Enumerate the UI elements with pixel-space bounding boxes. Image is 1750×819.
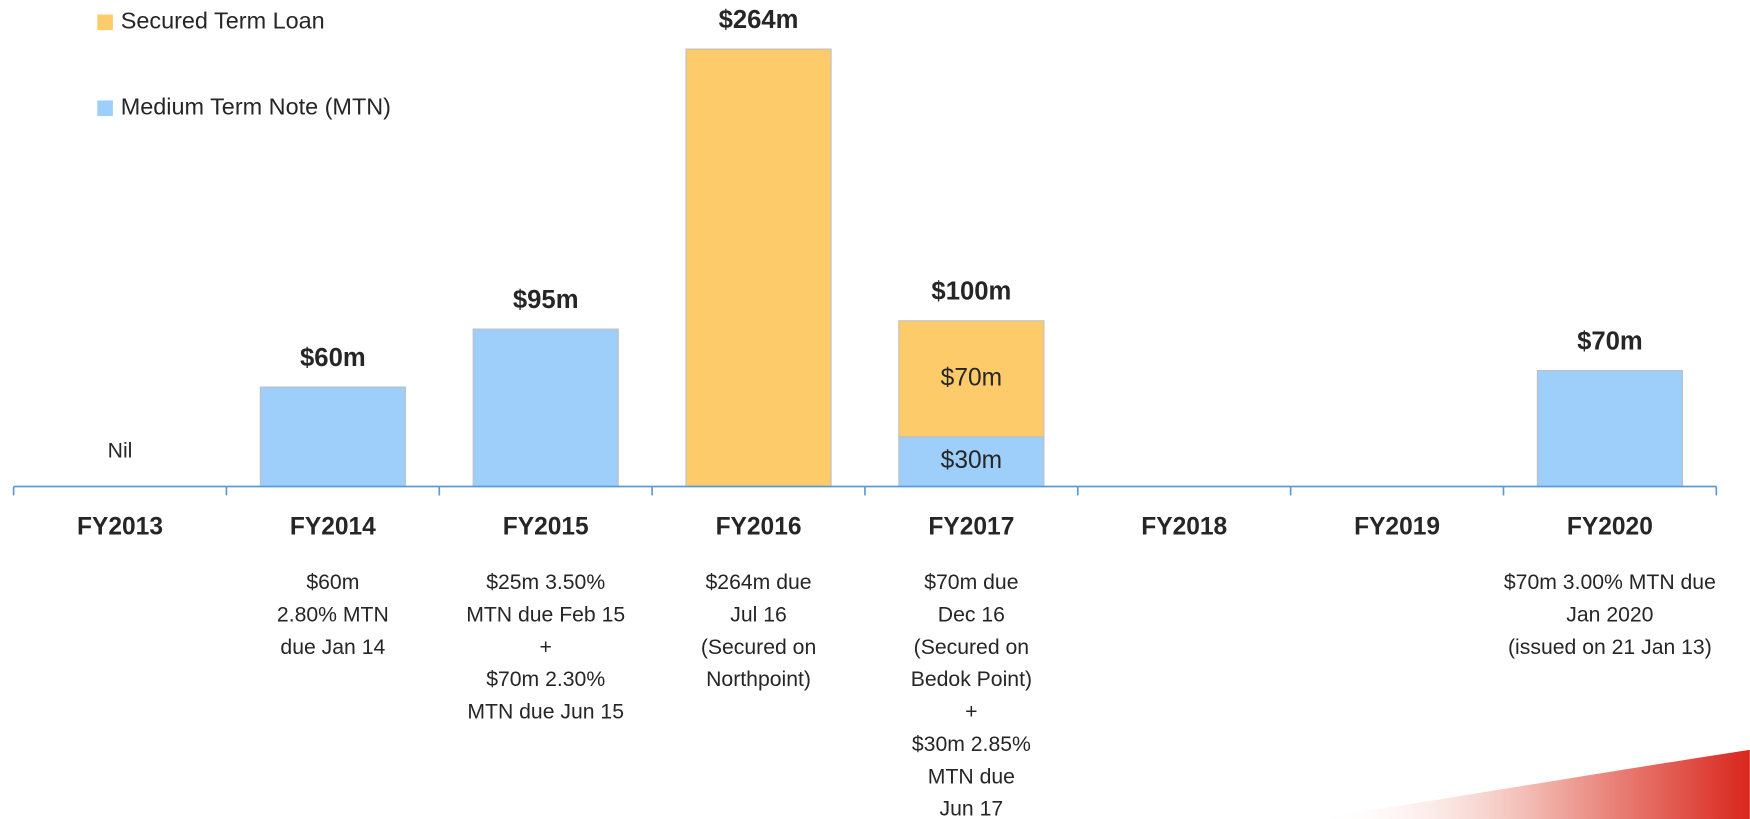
x-tick-label: FY2017 [928,513,1014,540]
category-note: $60m [306,571,359,594]
bar-segment [259,386,406,488]
segment-label: $30m [941,447,1002,474]
x-tick-label: FY2015 [503,513,589,540]
bar-segment [685,48,832,488]
x-tick-label: FY2018 [1141,513,1227,540]
category-note: MTN due Jun 15 [467,701,624,724]
legend-label: Medium Term Note (MTN) [121,93,391,119]
category-note: MTN due Feb 15 [466,604,625,627]
category-note: $70m 3.00% MTN due [1504,571,1716,594]
bar-segment [1536,369,1683,488]
category-note: Jan 2020 [1566,604,1653,627]
x-tick-label: FY2014 [290,513,376,540]
category-note: $70m 2.30% [486,668,605,691]
nil-label: Nil [108,439,133,462]
category-note: (issued on 21 Jan 13) [1508,636,1712,659]
x-tick-label: FY2013 [77,513,163,540]
category-note: Jun 17 [940,798,1004,819]
category-note: + [540,636,552,659]
category-note: due Jan 14 [280,636,385,659]
category-note: $30m 2.85% [912,733,1031,756]
bar-segment [898,436,1045,488]
category-note: + [965,701,977,724]
legend-swatch [97,14,113,31]
category-note: Dec 16 [938,604,1005,627]
category-note: $264m due [706,571,812,594]
category-note: Bedok Point) [911,668,1032,691]
total-label: $264m [719,6,799,34]
x-tick-label: FY2019 [1354,513,1440,540]
category-note: $25m 3.50% [486,571,605,594]
legend-swatch [97,100,113,117]
category-note: Northpoint) [706,668,811,691]
x-tick-label: FY2016 [716,513,802,540]
bar-segment [898,320,1045,438]
total-label: $70m [1577,327,1643,355]
bar-segment [472,328,619,488]
category-note: $70m due [924,571,1018,594]
total-label: $100m [931,278,1011,306]
total-label: $95m [513,286,579,314]
legend-label: Secured Term Loan [121,8,325,34]
x-tick-label: FY2020 [1567,513,1653,540]
category-note: (Secured on [914,636,1029,659]
category-note: MTN due [928,765,1015,788]
category-note: (Secured on [701,636,816,659]
decor-swoosh [1316,749,1750,819]
category-note: 2.80% MTN [277,604,389,627]
category-note: Jul 16 [730,604,787,627]
segment-label: $70m [941,364,1002,391]
total-label: $60m [300,344,366,372]
